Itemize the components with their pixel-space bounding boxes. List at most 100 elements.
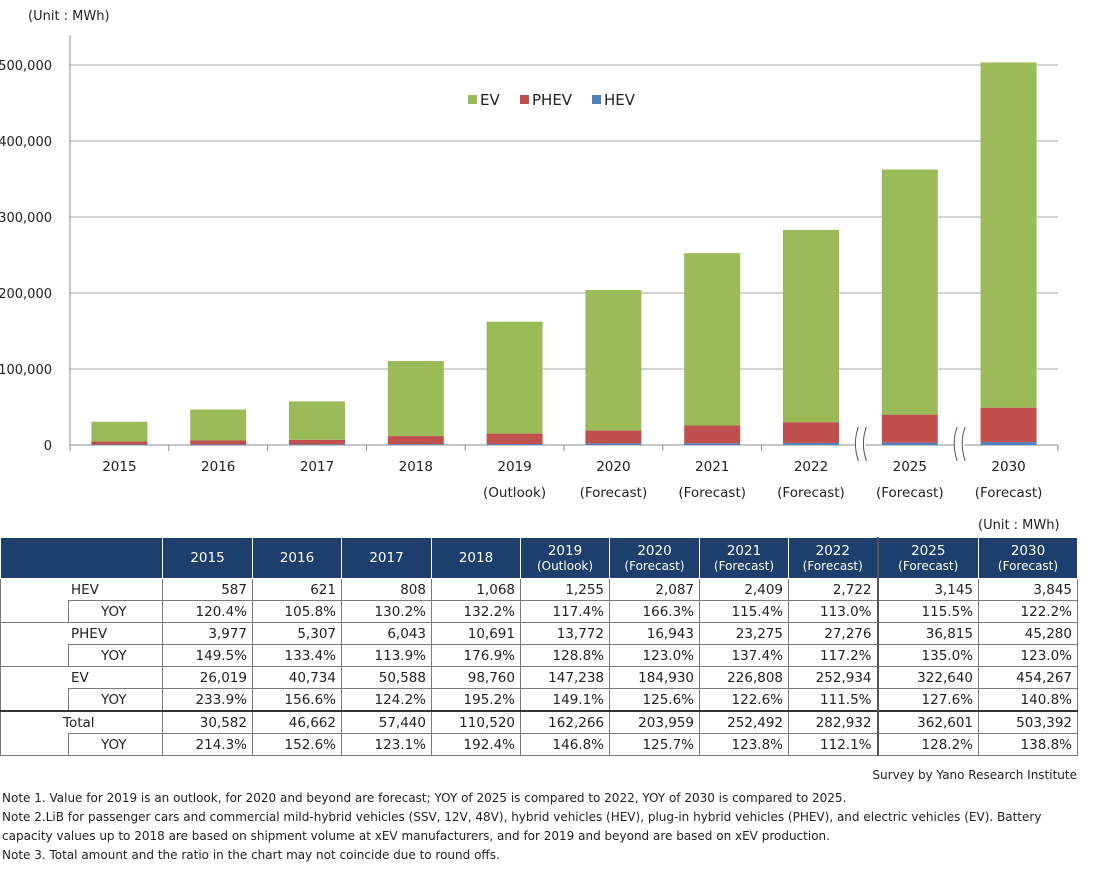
x-tick-sublabel: (Forecast) [777, 485, 845, 501]
bar-ev-2017 [289, 401, 345, 440]
table-cell-yoy: 123.1% [341, 733, 432, 756]
x-tick-sublabel: (Forecast) [876, 485, 944, 501]
table-cell: 362,601 [876, 710, 979, 734]
table-cell: 203,959 [609, 710, 700, 734]
table-cell-yoy: 115.4% [699, 600, 789, 623]
bar-ev-2018 [387, 361, 444, 437]
table-cell: 10,691 [431, 622, 521, 645]
bar-ev-2015 [91, 421, 148, 442]
table-cell: 6,043 [341, 622, 432, 645]
bar-phev-2021 [684, 425, 741, 444]
yoy-label: YOY [68, 733, 163, 756]
table-row: EV 26,019 40,734 50,588 98,760 147,238 184,930… [0, 666, 1078, 689]
note-line: Note 3. Total amount and the ratio in th… [2, 848, 500, 862]
table-header-cell: 2025 (Forecast) [876, 537, 979, 579]
table-cell-yoy: 125.7% [609, 733, 700, 756]
table-cell-yoy: 233.9% [162, 688, 253, 712]
table-cell-yoy: 149.1% [520, 688, 610, 712]
table-cell: 226,808 [699, 666, 789, 689]
row-label: EV [0, 666, 163, 689]
table-header-cell: 2030 (Forecast) [978, 537, 1078, 579]
table-cell-yoy: 149.5% [162, 644, 253, 667]
table-header-cell: 2016 [252, 537, 342, 579]
table-cell-yoy: 117.4% [520, 600, 610, 623]
row-label: HEV [0, 578, 163, 601]
table-cell-yoy: 133.4% [252, 644, 342, 667]
yoy-label: YOY [68, 644, 163, 667]
x-tick-label: 2025 [893, 459, 927, 475]
table-cell-yoy: 140.8% [978, 688, 1078, 712]
table-cell: 45,280 [978, 622, 1078, 645]
bar-phev-2015 [91, 441, 148, 445]
table-cell: 454,267 [978, 666, 1078, 689]
bar-ev-2025 [881, 169, 938, 415]
bar-hev-2019 [486, 444, 543, 445]
table-cell-yoy: 146.8% [520, 733, 610, 756]
table-cell-yoy: 117.2% [788, 644, 878, 667]
notes-block: Note 1. Value for 2019 is an outlook, fo… [2, 789, 1092, 865]
table-row: HEV 587 621 808 1,068 1,255 2,087 2,409 2,722 3,1… [0, 578, 1078, 601]
axis-break-mark [953, 426, 958, 462]
table-cell: 27,276 [788, 622, 878, 645]
table-cell: 252,934 [788, 666, 878, 689]
bar-ev-2016 [190, 409, 247, 441]
x-tick-sublabel: (Forecast) [678, 485, 746, 501]
table-header-cell: 2019 (Outlook) [520, 537, 610, 579]
table-cell: 36,815 [876, 622, 979, 645]
table-cell-yoy: 125.6% [609, 688, 700, 712]
table-cell-yoy: 135.0% [876, 644, 979, 667]
x-tick-label: 2016 [201, 459, 235, 475]
table-cell-yoy: 112.1% [788, 733, 878, 756]
table-cell-yoy: 195.2% [431, 688, 521, 712]
table-cell-yoy: 138.8% [978, 733, 1078, 756]
row-indent [0, 600, 69, 623]
table-cell: 1,068 [431, 578, 521, 601]
bar-ev-2019 [486, 321, 543, 434]
table-cell: 50,588 [341, 666, 432, 689]
x-tick-label: 2030 [991, 459, 1025, 475]
bar-phev-2019 [486, 433, 543, 445]
bar-hev-2030 [980, 442, 1037, 445]
table-cell-yoy: 152.6% [252, 733, 342, 756]
bar-hev-2021 [684, 443, 741, 445]
table-cell-yoy: 111.5% [788, 688, 878, 712]
y-tick-label: 300,000 [0, 211, 52, 226]
table-cell: 252,492 [699, 710, 789, 734]
bar-ev-2021 [684, 253, 741, 426]
table-cell-yoy: 105.8% [252, 600, 342, 623]
table-row-yoy: YOY 214.3% 152.6% 123.1% 192.4% 146.8% 125.7% 1… [0, 733, 1078, 756]
table-cell-yoy: 137.4% [699, 644, 789, 667]
table-cell-yoy: 123.0% [978, 644, 1078, 667]
bar-hev-2022 [783, 442, 839, 445]
table-cell-yoy: 124.2% [341, 688, 432, 712]
table-cell: 1,255 [520, 578, 610, 601]
table-cell: 184,930 [609, 666, 700, 689]
bar-hev-2020 [585, 443, 642, 445]
table-cell: 587 [162, 578, 253, 601]
legend-swatch-ev [468, 95, 477, 104]
note-line: Note 1. Value for 2019 is an outlook, fo… [2, 791, 847, 805]
bar-phev-2030 [980, 407, 1037, 443]
table-header-row: 2015 2016 2017 2018 2019 (Outlook) 2020 (F… [0, 537, 1078, 579]
table-cell-yoy: 113.0% [788, 600, 878, 623]
table-unit-label: (Unit : MWh) [978, 518, 1060, 533]
chart-unit-label: (Unit : MWh) [28, 9, 110, 24]
table-cell: 30,582 [162, 710, 253, 734]
table-cell: 322,640 [876, 666, 979, 689]
table-cell: 808 [341, 578, 432, 601]
x-tick-label: 2020 [596, 459, 630, 475]
table-cell-yoy: 192.4% [431, 733, 521, 756]
table-cell: 46,662 [252, 710, 342, 734]
table-cell: 2,409 [699, 578, 789, 601]
table-cell: 621 [252, 578, 342, 601]
x-tick-sublabel: (Forecast) [975, 485, 1043, 501]
table-header-cell: 2022 (Forecast) [788, 537, 878, 579]
table-cell-yoy: 128.2% [876, 733, 979, 756]
row-indent [0, 644, 69, 667]
table-header-cell: 2020 (Forecast) [609, 537, 700, 579]
bar-phev-2018 [387, 436, 444, 445]
note-line: capacity values up to 2018 are based on … [2, 829, 830, 843]
yoy-label: YOY [68, 688, 163, 712]
table-cell: 503,392 [978, 710, 1078, 734]
table-cell-yoy: 176.9% [431, 644, 521, 667]
